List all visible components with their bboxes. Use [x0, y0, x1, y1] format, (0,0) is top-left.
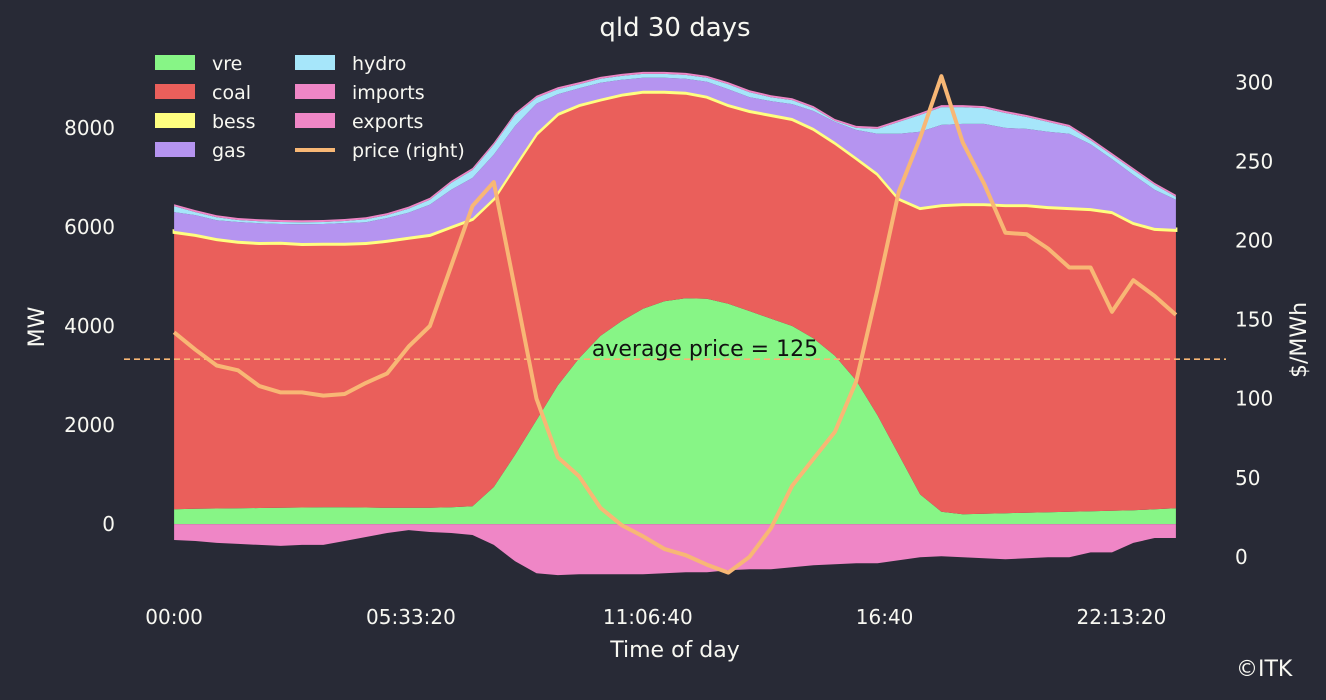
- legend-swatch: [295, 84, 335, 99]
- x-tick-label: 16:40: [856, 605, 914, 629]
- legend-label: gas: [212, 140, 246, 162]
- x-tick-label: 11:06:40: [603, 605, 693, 629]
- y-right-tick-label: 150: [1235, 308, 1273, 332]
- y-right-tick-label: 0: [1235, 545, 1248, 569]
- legend: vre coal bess gas hydro imports exports price (…: [155, 53, 465, 162]
- legend-item-exports: exports: [295, 111, 423, 133]
- legend-swatch: [155, 55, 195, 70]
- chart-title: qld 30 days: [599, 13, 750, 43]
- legend-swatch: [295, 113, 335, 128]
- legend-label: bess: [212, 111, 256, 133]
- y-axis-right-label: $/MWh: [1287, 302, 1312, 378]
- x-tick-label: 22:13:20: [1077, 605, 1167, 629]
- legend-item-hydro: hydro: [295, 53, 406, 75]
- average-price-label: average price = 125: [592, 337, 818, 362]
- y-right-tick-label: 250: [1235, 150, 1273, 174]
- right-axis-ticks: 0 50 100 150 200 250 300: [1235, 71, 1273, 569]
- legend-label: vre: [212, 53, 242, 75]
- legend-label: price (right): [352, 140, 465, 162]
- legend-item-price-right-: price (right): [295, 140, 465, 162]
- y-tick-label: 8000: [64, 116, 115, 140]
- legend-label: coal: [212, 82, 251, 104]
- price-line: [172, 74, 1178, 575]
- x-tick-label: 00:00: [145, 605, 203, 629]
- legend-swatch: [155, 84, 195, 99]
- legend-item-vre: vre: [155, 53, 242, 75]
- copyright: ©ITK: [1236, 657, 1293, 682]
- legend-item-coal: coal: [155, 82, 251, 104]
- x-tick-label: 05:33:20: [366, 605, 456, 629]
- x-axis-label: Time of day: [609, 638, 740, 663]
- x-axis-ticks: 00:00 05:33:20 11:06:40 16:40 22:13:20: [145, 605, 1166, 629]
- area-coal: [174, 92, 1176, 515]
- y-right-tick-label: 50: [1235, 466, 1260, 490]
- legend-item-imports: imports: [295, 82, 425, 104]
- legend-swatch: [155, 113, 195, 128]
- legend-label: exports: [352, 111, 423, 133]
- y-tick-label: 6000: [64, 215, 115, 239]
- area-vre: [174, 298, 1176, 525]
- y-tick-label: 0: [102, 512, 115, 536]
- legend-item-gas: gas: [155, 140, 246, 162]
- y-tick-label: 2000: [64, 413, 115, 437]
- area-exports: [174, 524, 1176, 576]
- y-right-tick-label: 300: [1235, 71, 1273, 95]
- stacked-areas: [172, 71, 1178, 576]
- y-right-tick-label: 100: [1235, 387, 1273, 411]
- y-right-tick-label: 200: [1235, 229, 1273, 253]
- y-axis-label: MW: [25, 306, 50, 347]
- left-axis-ticks: 0 2000 4000 6000 8000: [64, 116, 115, 536]
- legend-swatch: [155, 142, 195, 157]
- legend-swatch: [295, 55, 335, 70]
- legend-label: imports: [352, 82, 425, 104]
- legend-label: hydro: [352, 53, 406, 75]
- legend-item-bess: bess: [155, 111, 256, 133]
- area-gas: [174, 77, 1176, 243]
- y-tick-label: 4000: [64, 314, 115, 338]
